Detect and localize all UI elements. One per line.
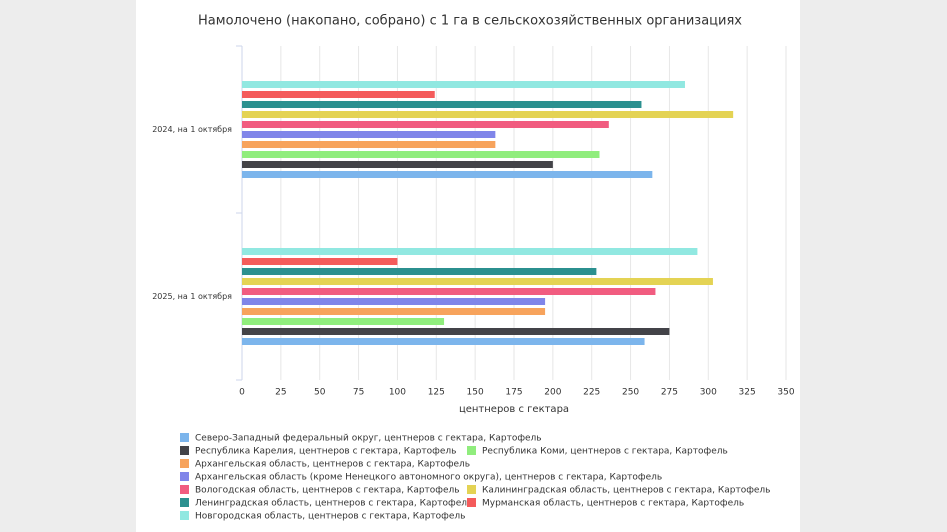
legend-label: Вологодская область, центнеров с гектара… [195,486,460,496]
x-tick-label: 75 [353,388,364,398]
x-tick-label: 0 [239,388,245,398]
legend-label: Ленинградская область, центнеров с гекта… [195,499,472,509]
bar [242,111,734,118]
bar [242,131,496,138]
x-tick-label: 225 [583,388,600,398]
x-tick-label: 200 [544,388,561,398]
x-axis-title: центнеров с гектара [459,404,569,415]
legend-swatch [180,498,189,507]
legend-label: Республика Коми, центнеров с гектара, Ка… [482,447,728,457]
bar [242,288,656,295]
bar [242,101,642,108]
legend-swatch [180,485,189,494]
bar [242,171,653,178]
bar [242,161,553,168]
bar [242,298,546,305]
bar [242,278,713,285]
bar [242,338,645,345]
legend-label: Северо-Западный федеральный округ, центн… [195,434,542,444]
bar [242,151,600,158]
legend-label: Мурманская область, центнеров с гектара,… [482,499,744,509]
x-tick-label: 175 [505,388,522,398]
x-tick-label: 150 [467,388,484,398]
chart-title: Намолочено (накопано, собрано) с 1 га в … [198,14,742,29]
y-tick-label: 2025, на 1 октября [152,292,232,301]
bar [242,328,670,335]
bar [242,268,597,275]
chart-panel [136,0,800,532]
bar [242,91,435,98]
legend-label: Республика Карелия, центнеров с гектара,… [195,447,456,457]
x-tick-label: 100 [389,388,406,398]
x-tick-label: 325 [739,388,756,398]
x-tick-label: 50 [314,388,326,398]
legend-swatch [180,472,189,481]
legend-label: Калининградская область, центнеров с гек… [482,486,771,496]
x-tick-label: 25 [275,388,286,398]
legend-swatch [180,446,189,455]
bar [242,81,685,88]
x-tick-label: 250 [622,388,639,398]
legend-swatch [467,498,476,507]
x-tick-label: 300 [700,388,717,398]
legend-label: Архангельская область (кроме Ненецкого а… [195,473,662,483]
legend-swatch [180,433,189,442]
legend-swatch [180,511,189,520]
bar [242,141,496,148]
bar [242,258,398,265]
legend-swatch [180,459,189,468]
bar [242,121,609,128]
bar [242,318,445,325]
bar [242,308,546,315]
bar [242,248,698,255]
y-tick-label: 2024, на 1 октября [152,125,232,134]
legend-swatch [467,485,476,494]
legend-swatch [467,446,476,455]
legend-label: Новгородская область, центнеров с гектар… [195,512,465,522]
x-tick-label: 125 [428,388,445,398]
legend-label: Архангельская область, центнеров с гекта… [195,460,470,470]
x-tick-label: 350 [777,388,794,398]
x-tick-label: 275 [661,388,678,398]
